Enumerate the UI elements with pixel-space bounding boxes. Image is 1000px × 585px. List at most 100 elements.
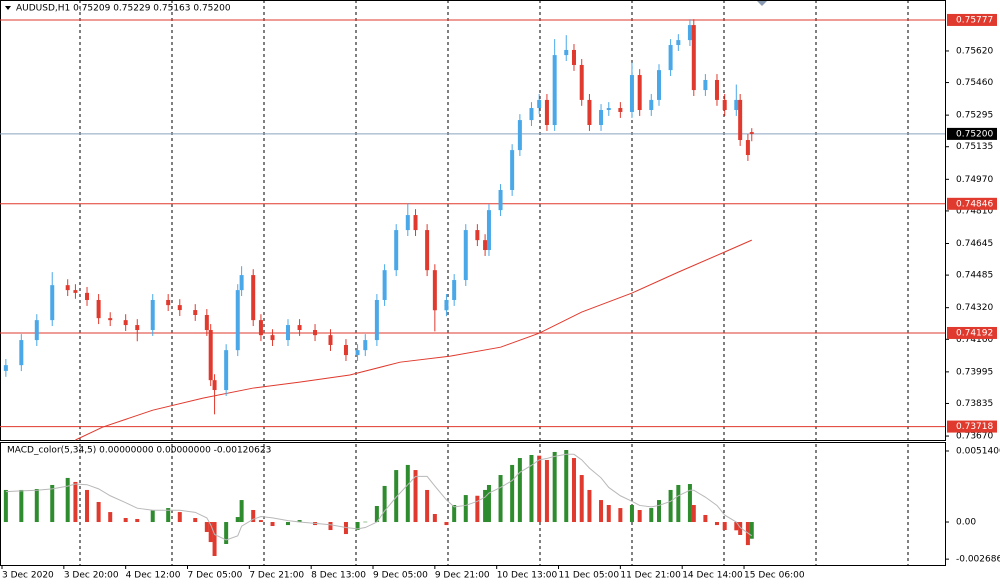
candle-body bbox=[599, 110, 604, 126]
candle-body bbox=[425, 230, 430, 271]
moving-average bbox=[75, 239, 752, 441]
macd-bar bbox=[517, 458, 522, 523]
x-tick-label: 11 Dec 21:00 bbox=[620, 571, 681, 581]
candle-body bbox=[224, 350, 229, 391]
x-tick-label: 3 Dec 20:00 bbox=[64, 571, 119, 581]
macd-bar bbox=[239, 500, 244, 523]
candle-body bbox=[355, 350, 360, 356]
candle-body bbox=[313, 330, 318, 336]
candle-body bbox=[235, 290, 240, 351]
candle-body bbox=[96, 299, 101, 319]
candle-body bbox=[150, 299, 155, 330]
macd-bar bbox=[463, 495, 468, 523]
candle-body bbox=[587, 99, 592, 126]
macd-bar bbox=[668, 489, 673, 523]
candle-body bbox=[637, 75, 642, 110]
menu-arrow[interactable] bbox=[5, 6, 11, 10]
candle-body bbox=[65, 285, 70, 291]
macd-bar bbox=[687, 484, 692, 523]
x-tick-label: 14 Dec 14:00 bbox=[682, 571, 743, 581]
x-tick-label: 15 Dec 06:00 bbox=[744, 571, 805, 581]
macd-bar bbox=[734, 522, 739, 531]
macd-bar bbox=[363, 521, 368, 523]
macd-bar bbox=[564, 450, 569, 523]
candle-body bbox=[166, 299, 171, 306]
macd-bar bbox=[629, 505, 634, 523]
macd-bar bbox=[177, 512, 182, 523]
level-label-box bbox=[947, 326, 997, 339]
macd-bar bbox=[394, 470, 399, 523]
candle-body bbox=[363, 340, 368, 351]
candle-body bbox=[212, 380, 217, 391]
macd-bar bbox=[738, 522, 743, 536]
macd-bar bbox=[432, 514, 437, 523]
candle-body bbox=[676, 40, 681, 46]
x-tick-label: 7 Dec 05:00 bbox=[188, 571, 243, 581]
candle-body bbox=[552, 55, 557, 126]
macd-bar bbox=[475, 495, 480, 523]
candle-body bbox=[85, 292, 90, 300]
macd-bar bbox=[150, 509, 155, 523]
level-label: 0.74192 bbox=[956, 328, 993, 338]
macd-bar bbox=[618, 508, 623, 523]
candle-body bbox=[544, 99, 549, 126]
macd-bar bbox=[587, 489, 592, 523]
macd-bar bbox=[714, 522, 719, 526]
y-tick-label: 0.75620 bbox=[956, 46, 993, 56]
macd-bar bbox=[599, 500, 604, 523]
y-tick-label: 0.74645 bbox=[956, 239, 993, 249]
signal-line bbox=[5, 453, 753, 541]
x-tick-label: 9 Dec 05:00 bbox=[373, 571, 428, 581]
macd-bar bbox=[285, 522, 290, 526]
candle-body bbox=[510, 150, 515, 190]
candle-body bbox=[297, 325, 302, 330]
macd-bar bbox=[637, 509, 642, 523]
macd-bar bbox=[486, 484, 491, 523]
candle-body bbox=[745, 140, 750, 156]
level-label-box bbox=[947, 420, 997, 433]
macd-bar bbox=[382, 485, 387, 523]
macd-bar bbox=[297, 520, 302, 523]
candle-body bbox=[432, 270, 437, 311]
candle-body bbox=[34, 320, 39, 341]
bid-label: 0.75200 bbox=[956, 129, 993, 139]
candle-body bbox=[749, 132, 754, 134]
candle-body bbox=[328, 335, 333, 346]
y-tick-label: 0.73995 bbox=[956, 367, 993, 377]
candle-body bbox=[343, 345, 348, 356]
level-label-box bbox=[947, 197, 997, 210]
macd-bar bbox=[251, 509, 256, 523]
x-tick-label: 3 Dec 2020 bbox=[2, 571, 54, 581]
macd-bar bbox=[204, 522, 209, 532]
candle-body bbox=[208, 330, 213, 381]
candle-body bbox=[463, 230, 468, 281]
candle-body bbox=[50, 285, 55, 321]
macd-bar bbox=[606, 505, 611, 523]
y-tick-label: 0.74970 bbox=[956, 175, 993, 185]
candle-body bbox=[374, 299, 379, 341]
candle-body bbox=[285, 325, 290, 341]
candle-body bbox=[618, 108, 623, 112]
y2-tick-label: 0.00 bbox=[956, 518, 976, 528]
macd-bar bbox=[135, 518, 140, 523]
candle-body bbox=[722, 99, 727, 110]
macd-bar bbox=[571, 458, 576, 523]
candle-body bbox=[251, 275, 256, 321]
indicator-frame bbox=[0, 442, 946, 566]
x-tick-label: 9 Dec 21:00 bbox=[435, 571, 490, 581]
macd-bar bbox=[749, 522, 754, 539]
candle-body bbox=[135, 325, 140, 330]
candle-body bbox=[649, 99, 654, 110]
macd-bar bbox=[65, 477, 70, 523]
macd-bar bbox=[108, 512, 113, 523]
macd-bar bbox=[483, 489, 488, 523]
macd-bar bbox=[3, 489, 8, 523]
macd-bar bbox=[96, 501, 101, 523]
x-tick-label: 10 Dec 13:00 bbox=[497, 571, 558, 581]
y-tick-label: 0.73835 bbox=[956, 399, 993, 409]
candle-body bbox=[564, 49, 569, 56]
macd-bar bbox=[50, 484, 55, 523]
y-tick-label: 0.74485 bbox=[956, 271, 993, 281]
y-tick-label: 0.74810 bbox=[956, 206, 993, 216]
